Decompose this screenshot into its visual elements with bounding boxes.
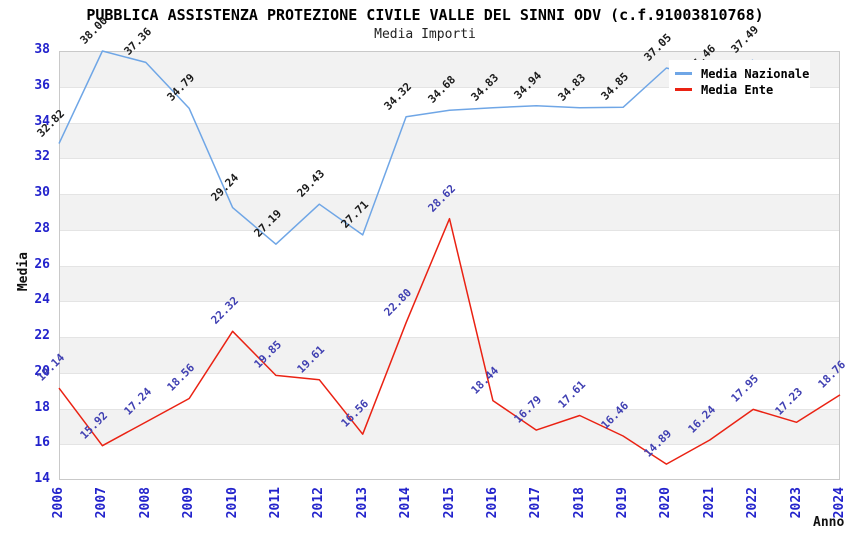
y-tick-label: 20: [34, 363, 50, 379]
legend-label: Media Nazionale: [701, 66, 810, 81]
y-tick-label: 18: [34, 399, 50, 415]
chart-subtitle: Media Importi: [374, 27, 476, 42]
gridline: [59, 265, 840, 267]
ente-line-swatch-icon: [675, 88, 692, 91]
nazionale-line-swatch-icon: [675, 72, 692, 75]
x-axis-title: Anno: [813, 515, 845, 530]
y-tick-label: 26: [34, 256, 50, 272]
x-tick-label: 2022: [745, 487, 761, 519]
x-tick-label: 2011: [267, 487, 283, 519]
y-tick-label: 38: [34, 42, 50, 57]
plot-band: [59, 229, 840, 266]
gridline: [59, 372, 840, 374]
plot-band: [59, 301, 840, 337]
gridline: [59, 194, 840, 195]
x-tick-label: 2016: [484, 487, 500, 519]
legend-box: Media Nazionale Media Ente: [669, 60, 810, 103]
plot-band: [59, 444, 840, 480]
y-tick-label: 28: [34, 220, 50, 236]
legend-item-media-ente: Media Ente: [675, 82, 804, 97]
plot-band: [59, 122, 840, 159]
gridline: [59, 86, 840, 88]
legend-item-media-nazionale: Media Nazionale: [675, 66, 809, 81]
y-tick-label: 16: [34, 435, 50, 451]
plot-band: [59, 194, 840, 230]
y-tick-label: 30: [34, 185, 50, 200]
x-tick-label: 2014: [398, 487, 414, 519]
y-tick-label: 24: [34, 292, 50, 308]
gridline: [59, 229, 840, 231]
plot-band: [59, 265, 840, 302]
legend-label: Media Ente: [701, 82, 774, 97]
x-tick-label: 2010: [224, 487, 240, 519]
x-tick-label: 2013: [354, 487, 370, 519]
plot-band: [59, 337, 840, 373]
x-tick-label: 2023: [788, 487, 804, 519]
series-line-media-ente: [58, 217, 841, 465]
gridline: [59, 408, 840, 410]
x-tick-label: 2008: [137, 487, 153, 519]
x-tick-label: 2015: [441, 487, 457, 519]
y-tick-label: 14: [34, 471, 50, 486]
x-tick-label: 2024: [832, 487, 847, 519]
x-tick-label: 2006: [51, 487, 66, 519]
gridline: [59, 158, 840, 160]
chart-title: PUBBLICA ASSISTENZA PROTEZIONE CIVILE VA…: [86, 6, 764, 24]
gridline: [59, 337, 840, 338]
x-tick-label: 2018: [571, 487, 587, 519]
x-tick-label: 2012: [311, 487, 327, 519]
gridline: [59, 122, 840, 124]
plot-band: [59, 372, 840, 409]
x-tick-label: 2021: [701, 487, 717, 519]
gridline: [59, 444, 840, 446]
y-tick-label: 36: [34, 77, 50, 93]
x-tick-label: 2009: [181, 487, 197, 519]
x-tick-label: 2019: [615, 487, 631, 519]
x-tick-label: 2007: [94, 487, 110, 519]
y-tick-label: 32: [34, 149, 50, 165]
gridline: [59, 301, 840, 303]
plot-band: [59, 158, 840, 194]
x-tick-label: 2020: [658, 487, 674, 519]
x-tick-label: 2017: [528, 487, 544, 519]
plot-band: [59, 408, 840, 445]
series-line-media-nazionale: [58, 50, 754, 245]
y-tick-label: 22: [34, 328, 50, 343]
y-tick-label: 34: [34, 113, 50, 129]
y-axis-title: Media: [16, 251, 31, 291]
